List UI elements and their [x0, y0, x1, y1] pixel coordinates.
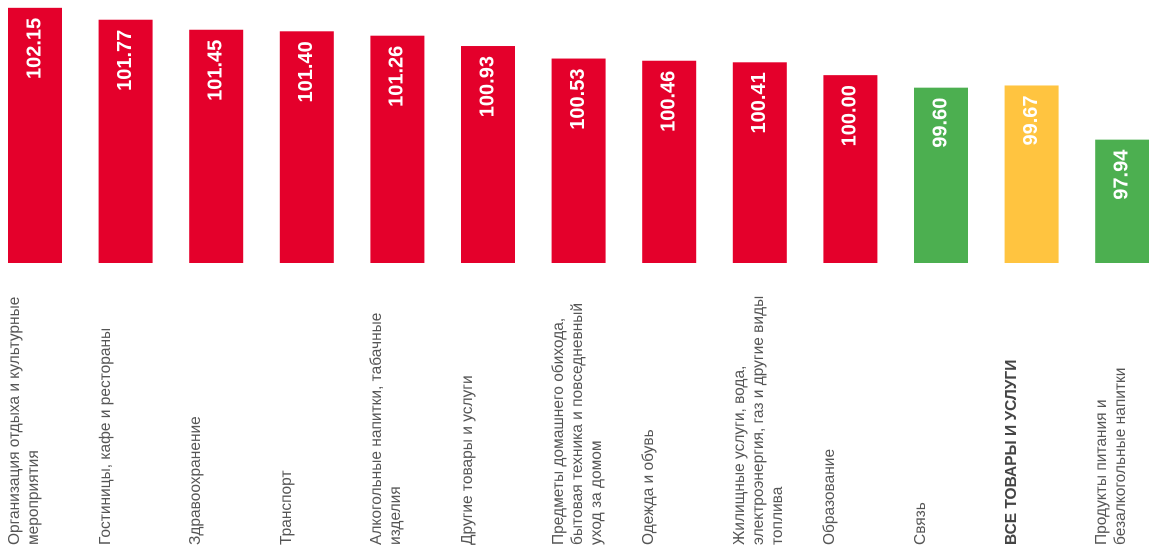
bar	[370, 35, 425, 263]
value-label: 100.00	[839, 85, 861, 146]
category-label: Образование	[821, 448, 839, 545]
category-label: Жилищные услуги, вода, электроэнергия, г…	[730, 295, 786, 545]
value-label: 101.77	[114, 30, 136, 91]
category-label: Одежда и обувь	[640, 429, 658, 545]
category-label: Организация отдыха и культурные мероприя…	[6, 296, 42, 545]
value-label: 99.60	[929, 98, 951, 148]
value-label: 100.41	[748, 72, 770, 133]
category-label: Связь	[912, 502, 929, 545]
value-label: 100.46	[657, 71, 679, 132]
bar	[551, 58, 606, 263]
bar	[8, 7, 62, 264]
bar	[1095, 139, 1149, 263]
category-label: Другие товары и услуги	[459, 375, 476, 545]
bar	[732, 62, 787, 263]
value-label: 102.15	[23, 18, 45, 79]
bar	[642, 60, 697, 263]
bar	[1004, 85, 1059, 263]
value-label: 97.94	[1110, 149, 1132, 200]
bar	[98, 19, 153, 263]
bar	[914, 87, 968, 264]
bar	[279, 31, 334, 263]
category-label: Гостиницы, кафе и рестораны	[96, 327, 114, 545]
value-label: 101.45	[204, 40, 226, 101]
category-label: Здравоохранение	[187, 416, 205, 545]
value-label: 99.67	[1020, 95, 1042, 145]
category-label: Алкогольные напитки, табачные изделия	[368, 312, 405, 545]
category-label: ВСЕ ТОВАРЫ И УСЛУГИ	[1002, 359, 1020, 545]
value-label: 101.40	[295, 41, 317, 102]
value-label: 100.53	[567, 69, 589, 130]
bar	[823, 75, 878, 264]
bar	[461, 46, 515, 264]
category-label: Предметы домашнего обихода, бытовая техн…	[549, 302, 605, 545]
value-label: 100.93	[476, 56, 498, 117]
bar	[189, 29, 244, 263]
category-label: Продукты питания и безалкогольные напитк…	[1093, 367, 1130, 545]
value-label: 101.26	[386, 46, 408, 107]
category-label: Транспорт	[277, 470, 295, 545]
